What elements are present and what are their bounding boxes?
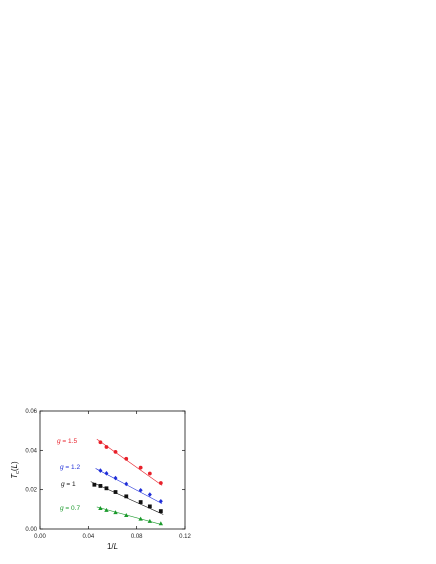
x-tick-label: 0.04 — [82, 534, 94, 540]
data-point — [113, 450, 118, 454]
data-point — [158, 481, 163, 485]
series-labels: g = 1.5 g = 1.2 g = 1 g = 0.7 — [57, 438, 80, 512]
data-point — [147, 492, 152, 497]
data-point — [158, 498, 163, 504]
y-axis-title: Tc(L) — [10, 461, 21, 479]
data-point — [92, 482, 97, 487]
data-point — [98, 484, 103, 488]
data-point — [98, 505, 103, 510]
data-point — [124, 494, 129, 499]
plot-frame — [39, 410, 186, 530]
data-point — [147, 471, 152, 476]
series-label: g = 1 — [61, 481, 76, 488]
data-point — [138, 465, 143, 470]
axis-ticks: 0.00 0.04 0.08 0.12 0.00 0.02 0.04 0.06 — [25, 409, 191, 540]
data-point — [138, 487, 143, 493]
data-point — [113, 475, 118, 481]
y-tick-label: 0.00 — [25, 527, 37, 533]
data-point — [113, 510, 118, 515]
series-label: g = 1.2 — [60, 464, 80, 471]
y-tick-label: 0.02 — [25, 488, 37, 494]
data-point — [104, 471, 109, 476]
data-point — [138, 500, 143, 504]
series-label: g = 0.7 — [60, 505, 80, 512]
plot-border — [39, 410, 186, 530]
data-point — [147, 504, 152, 509]
x-tick-label: 0.08 — [131, 534, 143, 540]
series-label: g = 1.5 — [57, 438, 77, 445]
data-point — [158, 509, 163, 514]
data-point — [124, 481, 129, 487]
x-tick-label: 0.00 — [34, 534, 46, 540]
markers — [92, 440, 164, 526]
y-tick-label: 0.04 — [25, 448, 37, 454]
x-tick-label: 0.12 — [179, 534, 191, 540]
data-point — [124, 456, 129, 461]
data-point — [147, 518, 153, 523]
fit-lines — [90, 438, 164, 525]
data-point — [124, 513, 129, 518]
data-point — [113, 490, 118, 494]
data-point — [98, 468, 103, 473]
data-point — [104, 486, 109, 491]
data-point — [158, 521, 164, 526]
data-point — [98, 440, 103, 445]
data-point — [138, 516, 143, 521]
x-axis-title: 1/L — [107, 542, 118, 551]
data-point — [104, 445, 109, 449]
data-point — [104, 507, 109, 512]
y-tick-label: 0.06 — [25, 409, 37, 415]
axis-labels: 1/L Tc(L) — [10, 461, 118, 551]
